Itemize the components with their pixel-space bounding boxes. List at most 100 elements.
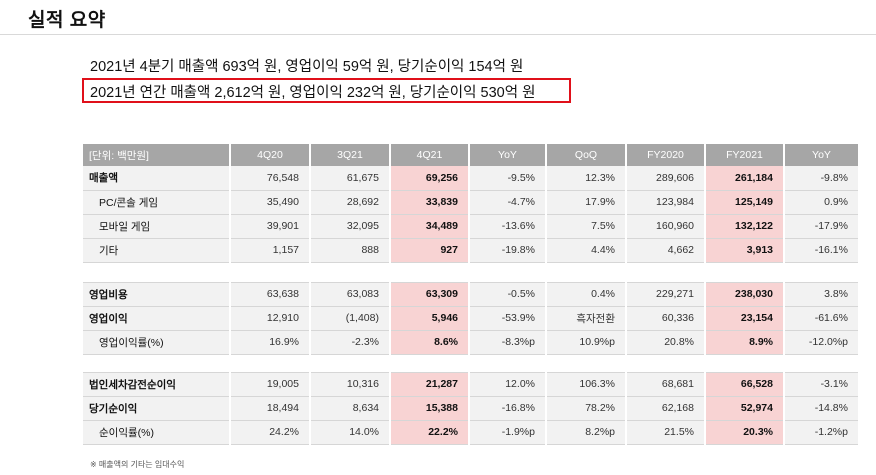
table-cell: 19,005 <box>230 372 311 397</box>
table-row: 당기순이익 18,494 8,634 15,388 -16.8% 78.2% 62,168 5… <box>83 396 860 421</box>
table-cell: -53.9% <box>469 306 547 331</box>
summary-quarterly: 2021년 4분기 매출액 693억 원, 영업이익 59억 원, 당기순이익 … <box>90 59 524 75</box>
table-cell: 10,316 <box>310 372 391 397</box>
table-cell: 14.0% <box>310 420 391 445</box>
table-cell: 32,095 <box>310 214 391 239</box>
spacer-cell <box>310 354 391 373</box>
column-header-4q21: 4Q21 <box>390 144 470 166</box>
table-cell: -14.8% <box>784 396 860 421</box>
table-cell: (1,408) <box>310 306 391 331</box>
table-cell: 78.2% <box>546 396 627 421</box>
table-header-row: [단위: 백만원] 4Q20 3Q21 4Q21 YoY QoQ FY2020 … <box>83 144 860 166</box>
table-cell: 63,083 <box>310 282 391 307</box>
table-cell: -0.5% <box>469 282 547 307</box>
spacer-cell <box>390 262 470 283</box>
table-row: 모바일 게임 39,901 32,095 34,489 -13.6% 7.5% 160,96… <box>83 214 860 239</box>
table-cell: 34,489 <box>390 214 470 239</box>
table-cell: -17.9% <box>784 214 860 239</box>
table-cell: 5,946 <box>390 306 470 331</box>
table-cell: 28,692 <box>310 190 391 215</box>
table-cell: 289,606 <box>626 166 706 191</box>
table-cell: 1,157 <box>230 238 311 263</box>
table-cell: 15,388 <box>390 396 470 421</box>
table-cell: 7.5% <box>546 214 627 239</box>
spacer-cell <box>390 354 470 373</box>
row-label: 매출액 <box>83 166 231 191</box>
spacer-cell <box>784 354 860 373</box>
table-cell: 160,960 <box>626 214 706 239</box>
table-cell: 63,638 <box>230 282 311 307</box>
table-cell: 69,256 <box>390 166 470 191</box>
table-row: 매출액 76,548 61,675 69,256 -9.5% 12.3% 289,606 26… <box>83 166 860 191</box>
table-cell: 8.6% <box>390 330 470 355</box>
table-cell: 76,548 <box>230 166 311 191</box>
column-header-yoy-quarter: YoY <box>469 144 547 166</box>
table-cell: 18,494 <box>230 396 311 421</box>
table-cell: 39,901 <box>230 214 311 239</box>
column-header-3q21: 3Q21 <box>310 144 391 166</box>
table-cell: -1.9%p <box>469 420 547 445</box>
table-cell: 261,184 <box>705 166 785 191</box>
table-cell: 229,271 <box>626 282 706 307</box>
row-label: 영업이익률(%) <box>83 330 231 355</box>
table-row: 법인세차감전순이익 19,005 10,316 21,287 12.0% 106.3% 68… <box>83 372 860 397</box>
table-cell: 흑자전환 <box>546 306 627 331</box>
table-cell: 0.4% <box>546 282 627 307</box>
table-cell: -4.7% <box>469 190 547 215</box>
table-row: 영업이익률(%) 16.9% -2.3% 8.6% -8.3%p 10.9%p 20.8% 8… <box>83 330 860 355</box>
table-cell: -1.2%p <box>784 420 860 445</box>
table-cell: -3.1% <box>784 372 860 397</box>
row-label: 영업이익 <box>83 306 231 331</box>
column-header-qoq: QoQ <box>546 144 627 166</box>
spacer-cell <box>83 262 231 283</box>
spacer-cell <box>230 262 311 283</box>
table-spacer-row <box>83 354 860 373</box>
spacer-cell <box>626 262 706 283</box>
row-label: PC/콘솔 게임 <box>83 190 231 215</box>
table-cell: -16.1% <box>784 238 860 263</box>
row-label: 순이익률(%) <box>83 420 231 445</box>
table-cell: 68,681 <box>626 372 706 397</box>
table-cell: 66,528 <box>705 372 785 397</box>
row-label: 기타 <box>83 238 231 263</box>
table-cell: -19.8% <box>469 238 547 263</box>
table-cell: 23,154 <box>705 306 785 331</box>
table-cell: -13.6% <box>469 214 547 239</box>
page-title: 실적 요약 <box>28 10 106 31</box>
table-cell: 4.4% <box>546 238 627 263</box>
table-cell: 106.3% <box>546 372 627 397</box>
table-cell: 10.9%p <box>546 330 627 355</box>
spacer-cell <box>705 354 785 373</box>
row-label: 법인세차감전순이익 <box>83 372 231 397</box>
table-cell: 21.5% <box>626 420 706 445</box>
column-header-fy2021: FY2021 <box>705 144 785 166</box>
column-header-yoy-annual: YoY <box>784 144 860 166</box>
table-cell: 52,974 <box>705 396 785 421</box>
table-cell: 62,168 <box>626 396 706 421</box>
spacer-cell <box>310 262 391 283</box>
table-cell: 61,675 <box>310 166 391 191</box>
table-cell: -16.8% <box>469 396 547 421</box>
table-cell: 8,634 <box>310 396 391 421</box>
table-cell: 3.8% <box>784 282 860 307</box>
table-cell: 8.9% <box>705 330 785 355</box>
table-cell: -8.3%p <box>469 330 547 355</box>
title-divider <box>0 34 876 35</box>
table-cell: -2.3% <box>310 330 391 355</box>
spacer-cell <box>469 354 547 373</box>
table-cell: 20.3% <box>705 420 785 445</box>
spacer-cell <box>784 262 860 283</box>
table-cell: -9.8% <box>784 166 860 191</box>
table-cell: 12.3% <box>546 166 627 191</box>
table-cell: 35,490 <box>230 190 311 215</box>
table-cell: 3,913 <box>705 238 785 263</box>
table-cell: 238,030 <box>705 282 785 307</box>
table-cell: 123,984 <box>626 190 706 215</box>
table-cell: 60,336 <box>626 306 706 331</box>
table-spacer-row <box>83 262 860 283</box>
column-header-4q20: 4Q20 <box>230 144 311 166</box>
summary-annual: 2021년 연간 매출액 2,612억 원, 영업이익 232억 원, 당기순이… <box>90 85 536 101</box>
table-cell: 4,662 <box>626 238 706 263</box>
table-row: 영업이익 12,910 (1,408) 5,946 -53.9% 흑자전환 60,336 23… <box>83 306 860 331</box>
spacer-cell <box>469 262 547 283</box>
